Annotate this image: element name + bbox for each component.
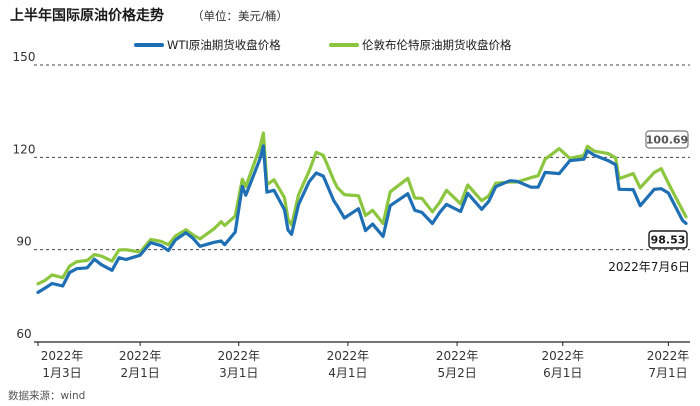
chart-unit: （单位：美元/桶）	[192, 9, 288, 23]
legend-label-brent: 伦敦布伦特原油期货收盘价格	[362, 38, 512, 52]
x-tick-label-year: 2022年	[41, 349, 84, 363]
x-axis-ticks: 2022年 1月3日 2022年 2月1日 2022年 3月1日 2022年 4月1日 2022…	[37, 342, 690, 380]
x-tick-label-date: 5月2日	[437, 366, 476, 380]
x-tick-label-year: 2022年	[217, 349, 260, 363]
x-tick-label-year: 2022年	[647, 349, 690, 363]
source-note: 数据来源：wind	[8, 389, 85, 402]
legend-label-wti: WTI原油期货收盘价格	[167, 38, 281, 52]
wti-last-box	[648, 230, 688, 249]
y-tick-label: 150	[13, 50, 36, 64]
x-tick-label-date: 3月1日	[219, 366, 258, 380]
y-tick-label: 90	[16, 235, 31, 249]
x-tick-label-year: 2022年	[119, 349, 162, 363]
series-line-wti	[36, 144, 688, 294]
x-tick-label-date: 7月1日	[648, 366, 687, 380]
x-tick-label-date: 6月1日	[543, 366, 582, 380]
x-tick-label-year: 2022年	[436, 349, 479, 363]
x-tick-label-year: 2022年	[541, 349, 584, 363]
y-tick-label: 60	[16, 327, 31, 341]
brent-last-box	[645, 130, 689, 149]
series-lines	[36, 131, 688, 294]
series-line-brent	[36, 131, 688, 286]
chart-title: 上半年国际原油价格走势	[10, 7, 164, 24]
x-tick-label-date: 1月3日	[42, 366, 81, 380]
x-tick-label-year: 2022年	[327, 349, 370, 363]
brent-last-value: 100.69	[646, 134, 688, 147]
brent-last-callout: 100.69	[645, 130, 689, 149]
y-tick-label: 120	[13, 142, 36, 156]
x-tick-label-date: 2月1日	[120, 366, 159, 380]
wti-last-callout: 98.53	[648, 230, 688, 249]
wti-last-value: 98.53	[651, 234, 686, 247]
last-date-label: 2022年7月6日	[608, 260, 690, 274]
legend: WTI原油期货收盘价格 伦敦布伦特原油期货收盘价格	[134, 38, 512, 52]
x-tick-label-date: 4月1日	[328, 366, 367, 380]
y-axis-ticks: 60 90 120 150	[13, 50, 36, 341]
